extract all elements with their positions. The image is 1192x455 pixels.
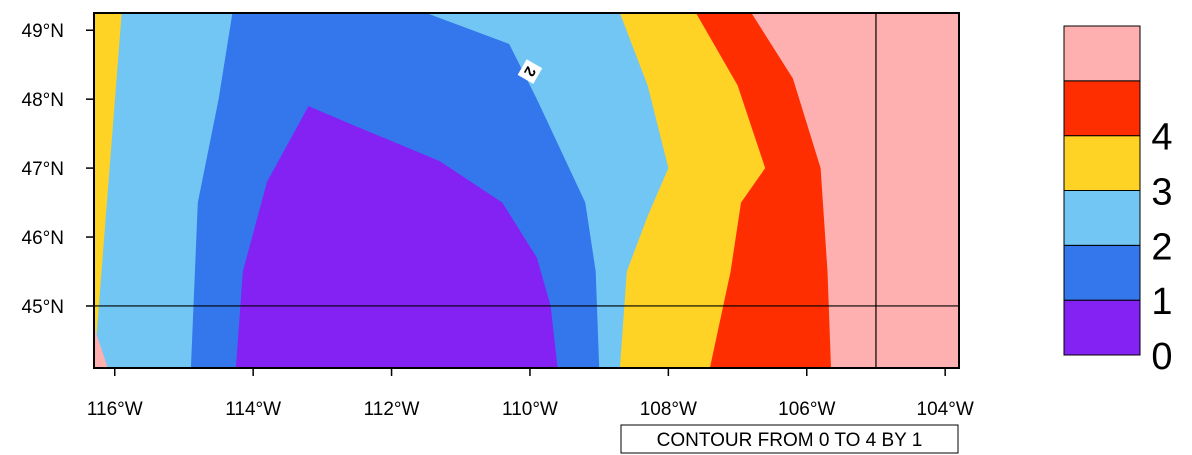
plot-frame (93, 12, 960, 369)
contour-info-box: CONTOUR FROM 0 TO 4 BY 1 (620, 424, 959, 454)
legend-swatch (1063, 135, 1141, 192)
legend-swatch (1063, 25, 1141, 82)
legend-label: 1 (1151, 281, 1172, 323)
x-tick-label: 108°W (640, 399, 697, 420)
y-tick-label: 45°N (22, 297, 64, 318)
legend-swatch (1063, 190, 1141, 246)
y-tick-label: 49°N (22, 21, 64, 42)
axis-ticks: 116°W 114°W 112°W 110°W 108°W 106°W 104°W 45°N 4… (22, 21, 974, 420)
x-tick-label: 104°W (917, 399, 974, 420)
filled-contour-regions (94, 13, 959, 368)
legend-label: 3 (1151, 172, 1172, 214)
legend-label: 2 (1151, 226, 1172, 268)
x-tick-label: 116°W (87, 399, 143, 420)
contour-labels: 2 (517, 59, 543, 84)
y-tick-label: 46°N (22, 228, 64, 249)
y-tick-label: 48°N (22, 90, 64, 111)
y-tick-label: 47°N (22, 159, 64, 180)
x-tick-label: 110°W (502, 399, 558, 420)
contour-label-bg (517, 59, 543, 84)
contour-info-frame (620, 424, 959, 454)
contour-region-6 (273, 250, 440, 368)
x-tick-label: 112°W (364, 399, 420, 420)
legend-swatch (1063, 244, 1141, 301)
contour-region-7 (94, 326, 108, 368)
reference-lines (94, 13, 959, 368)
contour-value-label: 2 (517, 59, 543, 84)
legend-swatch (1063, 299, 1141, 356)
legend-label: 4 (1151, 117, 1172, 159)
x-tick-label: 114°W (225, 399, 281, 420)
x-tick-label: 106°W (778, 399, 835, 420)
legend-label: 0 (1151, 336, 1172, 378)
contour-info-label: CONTOUR FROM 0 TO 4 BY 1 (657, 430, 923, 451)
legend-swatch (1063, 80, 1141, 137)
colorbar-legend: 0 1 2 3 4 (1063, 25, 1173, 378)
